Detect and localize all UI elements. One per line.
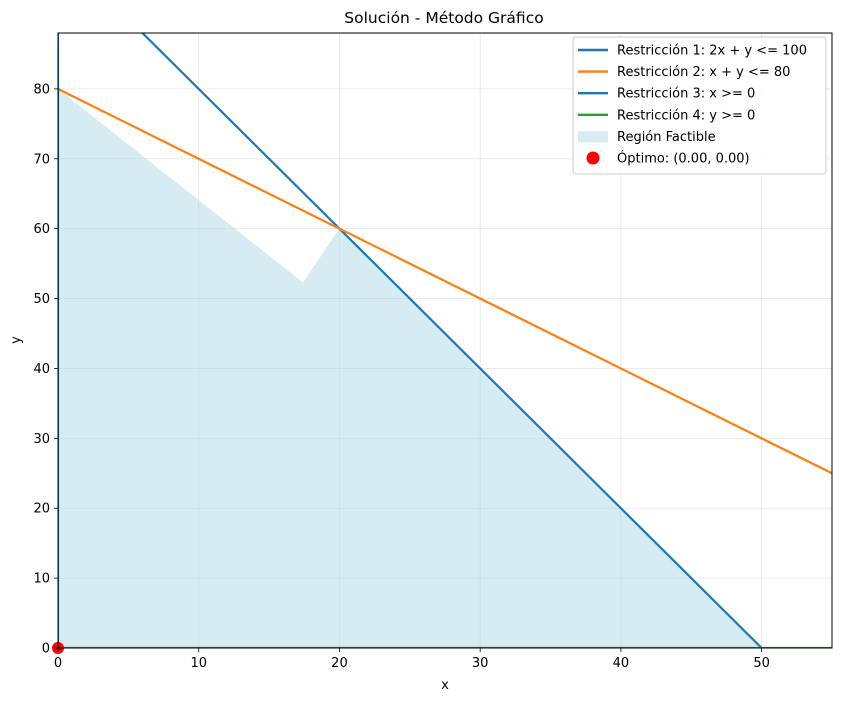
legend-item: Óptimo: (0.00, 0.00) [586, 151, 750, 167]
chart-title: Solución - Método Gráfico [344, 9, 543, 27]
y-tick-label: 40 [33, 362, 50, 377]
y-axis-label: y [9, 336, 24, 344]
x-axis-label: x [441, 678, 449, 693]
legend-patch-swatch [578, 131, 608, 143]
series-line-2 [58, 87, 832, 475]
y-tick-label: 0 [42, 642, 50, 657]
legend-label: Restricción 3: x >= 0 [617, 87, 755, 102]
plot-frame [57, 32, 833, 649]
y-tick-label: 30 [33, 432, 50, 447]
x-tick-label: 20 [331, 656, 348, 671]
legend-label: Restricción 1: 2x + y <= 100 [617, 44, 807, 59]
legend-item: Región Factible [578, 130, 716, 145]
legend-items: Restricción 1: 2x + y <= 100 Restricción … [578, 44, 807, 167]
legend-label: Restricción 4: y >= 0 [617, 108, 755, 123]
y-tick-label: 80 [33, 82, 50, 97]
legend-item: Restricción 3: x >= 0 [578, 87, 755, 102]
feasible-region [58, 88, 762, 648]
legend-label: Óptimo: (0.00, 0.00) [617, 151, 750, 167]
legend-item: Restricción 1: 2x + y <= 100 [578, 44, 807, 59]
legend-box [572, 36, 827, 175]
x-tick-label: 30 [472, 656, 489, 671]
y-axis-ticks: 0 10 20 30 40 50 60 70 80 [33, 82, 58, 657]
legend-label: Restricción 2: x + y <= 80 [617, 65, 790, 80]
x-tick-label: 10 [190, 656, 207, 671]
y-tick-label: 10 [33, 572, 50, 587]
y-tick-label: 60 [33, 222, 50, 237]
legend-item: Restricción 4: y >= 0 [578, 108, 755, 123]
legend-label: Región Factible [617, 130, 716, 145]
x-tick-label: 0 [54, 656, 62, 671]
legend-item: Restricción 2: x + y <= 80 [578, 65, 790, 80]
x-axis-ticks: 0 10 20 30 40 50 [54, 648, 770, 671]
series-line-1 [140, 33, 763, 648]
legend-marker-swatch [586, 151, 600, 165]
x-tick-label: 40 [613, 656, 630, 671]
legend: Restricción 1: 2x + y <= 100 Restricción … [572, 36, 827, 175]
series-lines [58, 33, 832, 648]
y-tick-label: 20 [33, 502, 50, 517]
x-tick-label: 50 [753, 656, 770, 671]
y-tick-label: 50 [33, 292, 50, 307]
y-tick-label: 70 [33, 152, 50, 167]
